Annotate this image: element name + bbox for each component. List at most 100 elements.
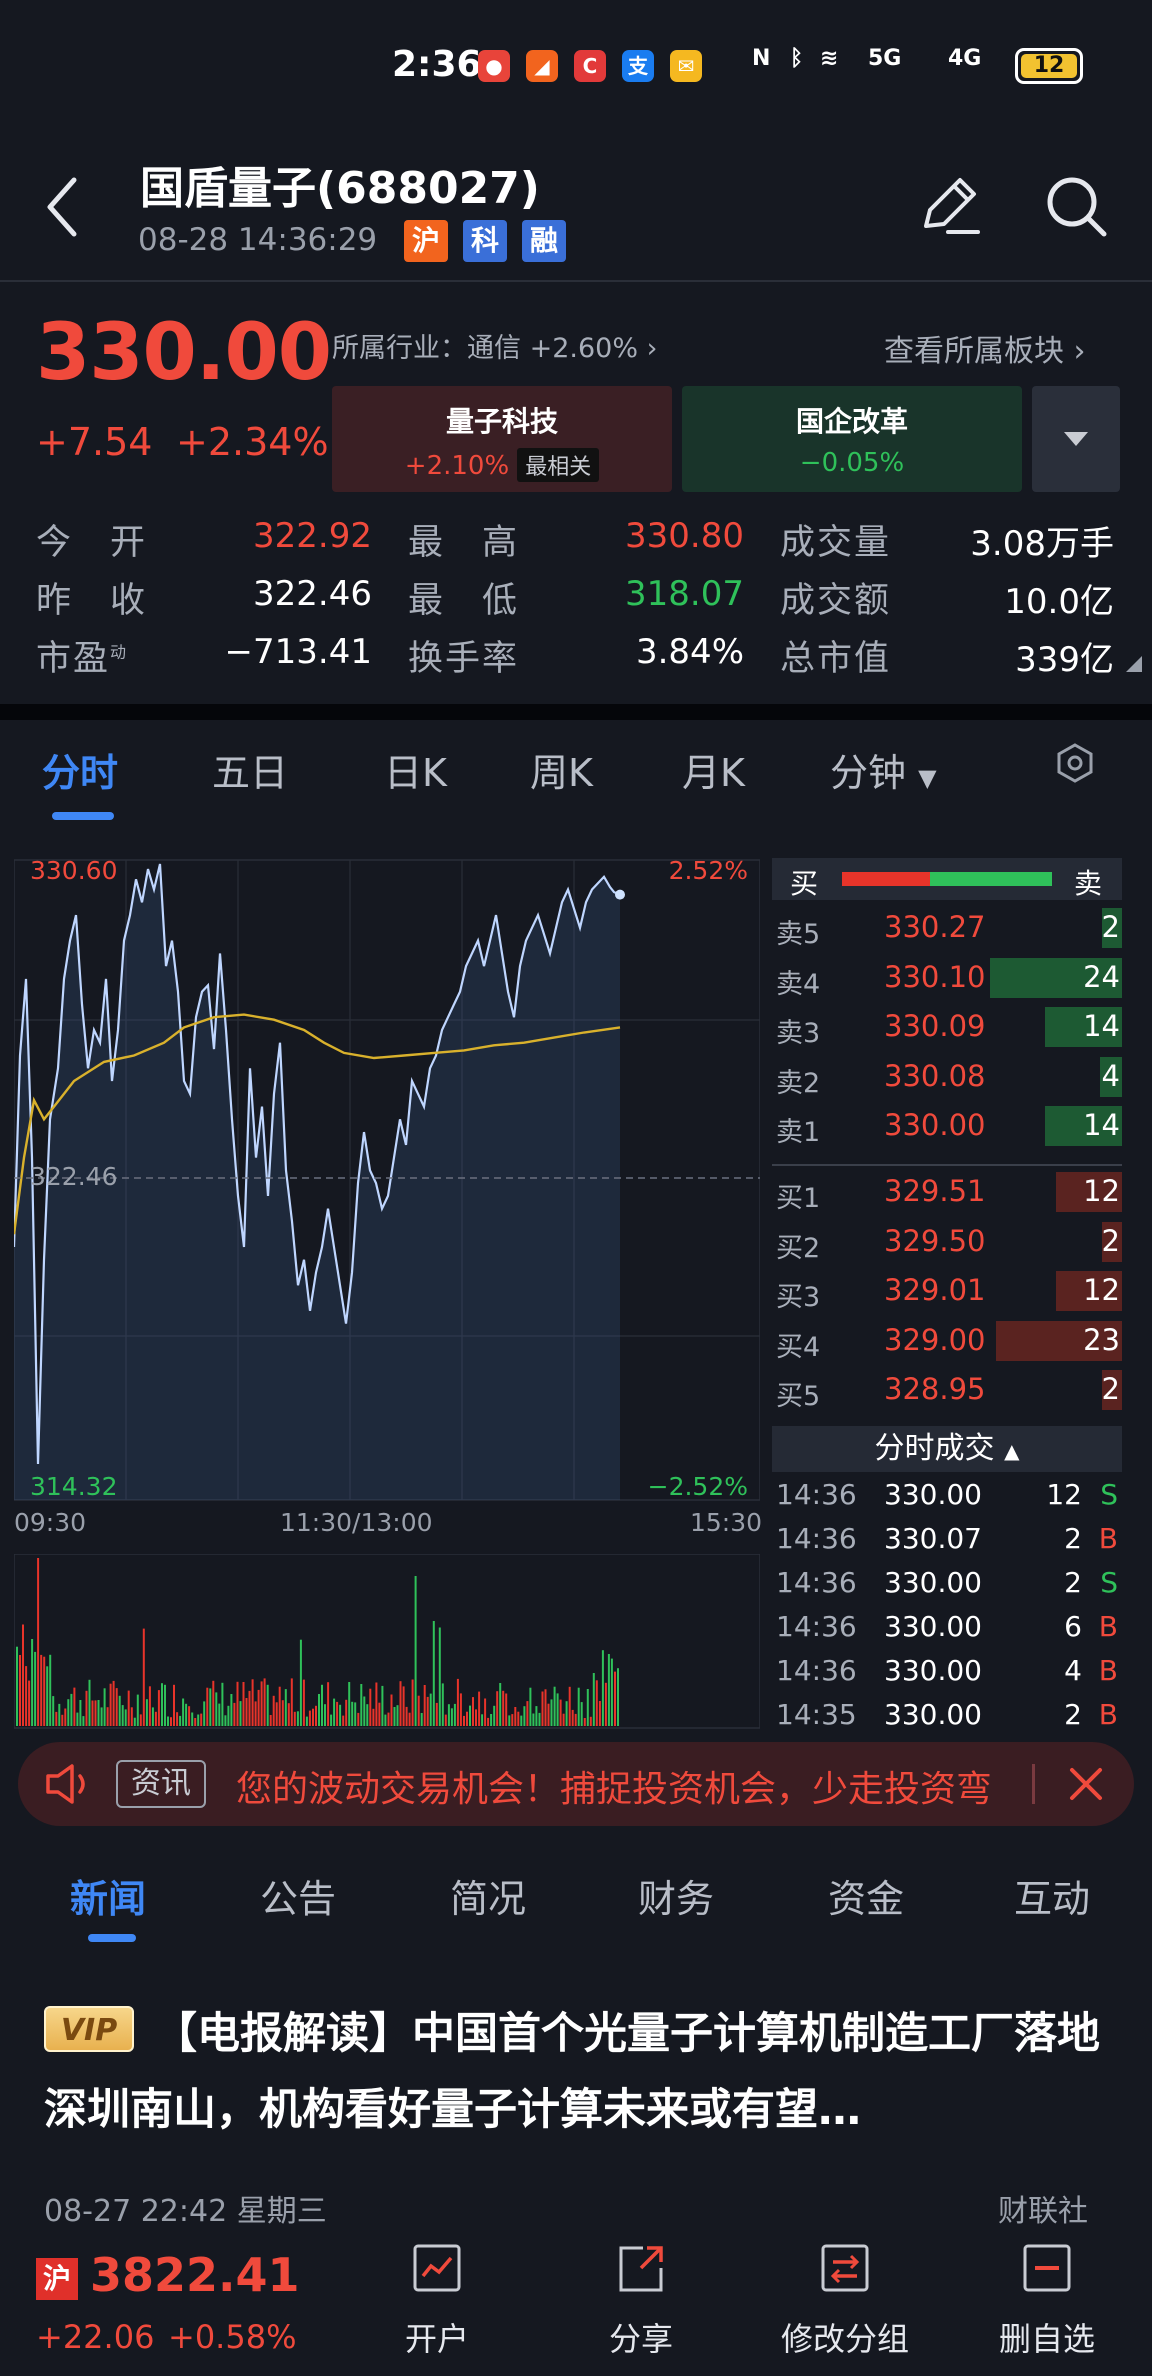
bid-row[interactable]: 买3 329.01 12 (772, 1267, 1122, 1317)
volume-bar (194, 1718, 197, 1726)
news-ticker[interactable]: 资讯 您的波动交易机会！捕捉投资机会，少走投资弯 (18, 1742, 1134, 1826)
ask-row[interactable]: 卖1 330.00 14 (772, 1102, 1122, 1152)
tab-financials[interactable]: 财务 (638, 1877, 715, 1921)
volume-bar (435, 1702, 438, 1726)
volume-bar (312, 1708, 314, 1726)
ask-row[interactable]: 卖3 330.09 14 (772, 1003, 1122, 1053)
alipay-icon: 支 (622, 50, 654, 82)
remove-watchlist-button[interactable]: 删自选 (972, 2240, 1122, 2360)
tab-daily-k[interactable]: 日K (384, 751, 447, 795)
most-related-badge: 最相关 (517, 448, 600, 482)
volume-bar (384, 1714, 387, 1726)
back-arrow-icon[interactable] (40, 172, 86, 242)
ask-row[interactable]: 卖4 330.10 24 (772, 954, 1122, 1004)
view-sector-text: 查看所属板块 (884, 334, 1064, 369)
tab-profile[interactable]: 简况 (450, 1877, 527, 1921)
sector-card-quantum[interactable]: 量子科技 +2.10% 最相关 (332, 386, 672, 492)
volume-bar (478, 1691, 481, 1726)
trade-price: 330.00 (884, 1698, 982, 1731)
volume-bar (49, 1654, 52, 1726)
news-source: 财联社 (998, 2194, 1088, 2229)
industry-link[interactable]: 所属行业：通信 +2.60% › (332, 326, 657, 365)
volume-bar (508, 1715, 511, 1726)
volume-bar (459, 1693, 462, 1726)
share-button[interactable]: 分享 (566, 2240, 716, 2360)
tab-announcements[interactable]: 公告 (260, 1877, 337, 1921)
volume-bar (315, 1705, 317, 1726)
tab-capital-flow[interactable]: 资金 (828, 1877, 905, 1921)
index-value[interactable]: 3822.41 (90, 2248, 300, 2302)
trade-price: 330.07 (884, 1522, 982, 1555)
tick-trades-header[interactable]: 分时成交 ▲ (772, 1426, 1122, 1472)
bid-row[interactable]: 买5 328.95 2 (772, 1366, 1122, 1416)
volume-bar (19, 1655, 21, 1726)
bid-row[interactable]: 买2 329.50 2 (772, 1218, 1122, 1268)
volume-bar (390, 1694, 393, 1726)
sector-name: 量子科技 (445, 405, 558, 438)
stat-value-high: 330.80 (625, 516, 744, 556)
tab-intraday[interactable]: 分时 (42, 751, 119, 795)
volume-bar (544, 1689, 547, 1726)
volume-bar (70, 1693, 73, 1726)
volume-bar (227, 1705, 230, 1726)
tab-weekly-k[interactable]: 周K (530, 751, 593, 795)
tab-interaction[interactable]: 互动 (1014, 1877, 1091, 1921)
tab-minute[interactable]: 分钟 ▼ (830, 742, 937, 797)
close-icon[interactable] (1068, 1766, 1104, 1802)
stat-value-low: 318.07 (625, 574, 744, 614)
ticker-text: 您的波动交易机会！捕捉投资机会，少走投资弯 (236, 1769, 993, 1810)
volume-bar (481, 1714, 484, 1726)
volume-bar (215, 1692, 218, 1726)
expand-corner-icon[interactable] (1124, 654, 1142, 672)
edit-group-button[interactable]: 修改分组 (770, 2240, 920, 2360)
volume-bar (456, 1678, 459, 1726)
volume-bar (375, 1682, 378, 1726)
level-label: 买3 (776, 1282, 821, 1313)
buy-ratio-fill (842, 872, 931, 886)
volume-bar (260, 1681, 263, 1726)
price-line (12, 863, 621, 1465)
volume-bar (583, 1718, 586, 1726)
volume-bar (432, 1621, 435, 1726)
volume-bar (402, 1686, 405, 1726)
volume-bar (161, 1683, 163, 1726)
volume-bar (535, 1706, 538, 1726)
sector-expand-button[interactable] (1032, 386, 1120, 492)
volume-bar (230, 1694, 233, 1726)
volume-bar (121, 1705, 124, 1726)
edit-icon[interactable] (912, 170, 986, 244)
level-volume: 2 (1101, 910, 1120, 944)
search-icon[interactable] (1040, 170, 1114, 244)
volume-bar (333, 1698, 336, 1726)
open-account-button[interactable]: 开户 (362, 2240, 512, 2360)
volume-bar (275, 1702, 278, 1726)
ask-row[interactable]: 卖2 330.08 4 (772, 1053, 1122, 1103)
chart-settings-icon[interactable] (1054, 742, 1096, 784)
volume-bar (218, 1703, 221, 1726)
bid-row[interactable]: 买4 329.00 23 (772, 1317, 1122, 1367)
network-5g-label: 5G (868, 46, 902, 71)
news-headline[interactable]: 【电报解读】中国首个光量子计算机制造工厂落地深圳南山，机构看好量子计算未来或有望… (44, 2009, 1100, 2135)
stat-label-low: 最 低 (408, 581, 520, 621)
ask-row[interactable]: 卖5 330.27 2 (772, 904, 1122, 954)
tab-news[interactable]: 新闻 (70, 1877, 147, 1921)
volume-bar (299, 1639, 302, 1726)
volume-bar (142, 1628, 145, 1726)
volume-bar (441, 1683, 444, 1726)
intraday-chart[interactable]: 330.60 2.52% 322.46 314.32 −2.52% (12, 856, 761, 1504)
tab-five-day[interactable]: 五日 (212, 751, 289, 795)
trade-time: 14:36 (776, 1610, 857, 1643)
tab-monthly-k[interactable]: 月K (682, 751, 745, 795)
volume-bar (76, 1712, 79, 1726)
volume-bar (1056, 1172, 1122, 1212)
view-sector-link[interactable]: 查看所属板块 › (884, 326, 1086, 370)
bid-row[interactable]: 买1 329.51 12 (772, 1168, 1122, 1218)
sector-card-soe-reform[interactable]: 国企改革 −0.05% (682, 386, 1022, 492)
stat-label-pe: 市盈动 (36, 630, 128, 681)
news-datetime: 08-27 22:42 星期三 (44, 2194, 327, 2229)
volume-bar (31, 1639, 34, 1726)
volume-bar (191, 1712, 194, 1726)
volume-bar (1102, 1370, 1122, 1410)
level-volume: 14 (1083, 1108, 1120, 1142)
volume-bar (327, 1682, 330, 1726)
